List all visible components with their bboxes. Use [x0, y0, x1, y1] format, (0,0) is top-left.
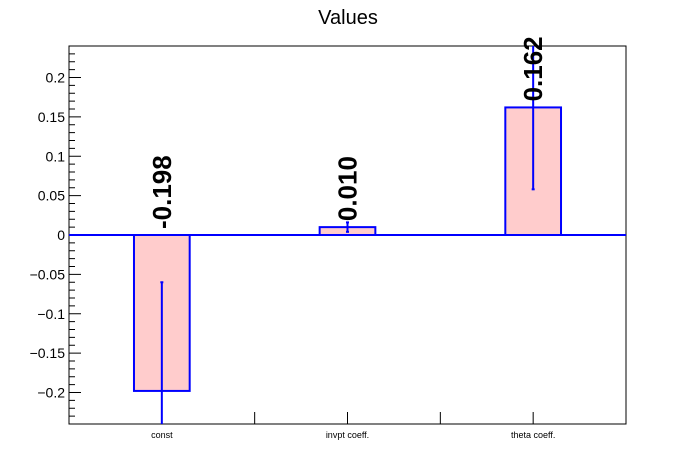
y-tick-label: 0.1 — [46, 148, 66, 164]
x-axis: const invpt coeff. theta coeff. — [151, 412, 555, 440]
x-category-label: invpt coeff. — [326, 430, 369, 440]
y-tick-label: −0.05 — [30, 266, 66, 282]
x-category-label: const — [151, 430, 173, 440]
bars-group — [132, 106, 563, 392]
chart-title: Values — [318, 7, 378, 29]
y-tick-label: −0.2 — [37, 385, 65, 401]
bar-value-label: -0.198 — [147, 155, 177, 229]
error-bars-group — [160, 46, 535, 424]
y-tick-label: 0.05 — [38, 188, 65, 204]
y-tick-label: 0.2 — [46, 70, 66, 86]
value-labels-group: -0.198 0.010 0.162 — [147, 36, 548, 229]
y-tick-label: 0 — [57, 227, 65, 243]
y-tick-label: −0.1 — [37, 306, 65, 322]
x-category-label: theta coeff. — [511, 430, 555, 440]
bar-value-label: 0.162 — [518, 36, 548, 101]
bar-value-label: 0.010 — [333, 156, 363, 221]
y-tick-label: −0.15 — [30, 345, 66, 361]
y-tick-label: 0.15 — [38, 109, 65, 125]
y-axis: −0.2 −0.15 −0.1 −0.05 0 0.05 0.1 0.15 0.2 — [30, 45, 81, 425]
